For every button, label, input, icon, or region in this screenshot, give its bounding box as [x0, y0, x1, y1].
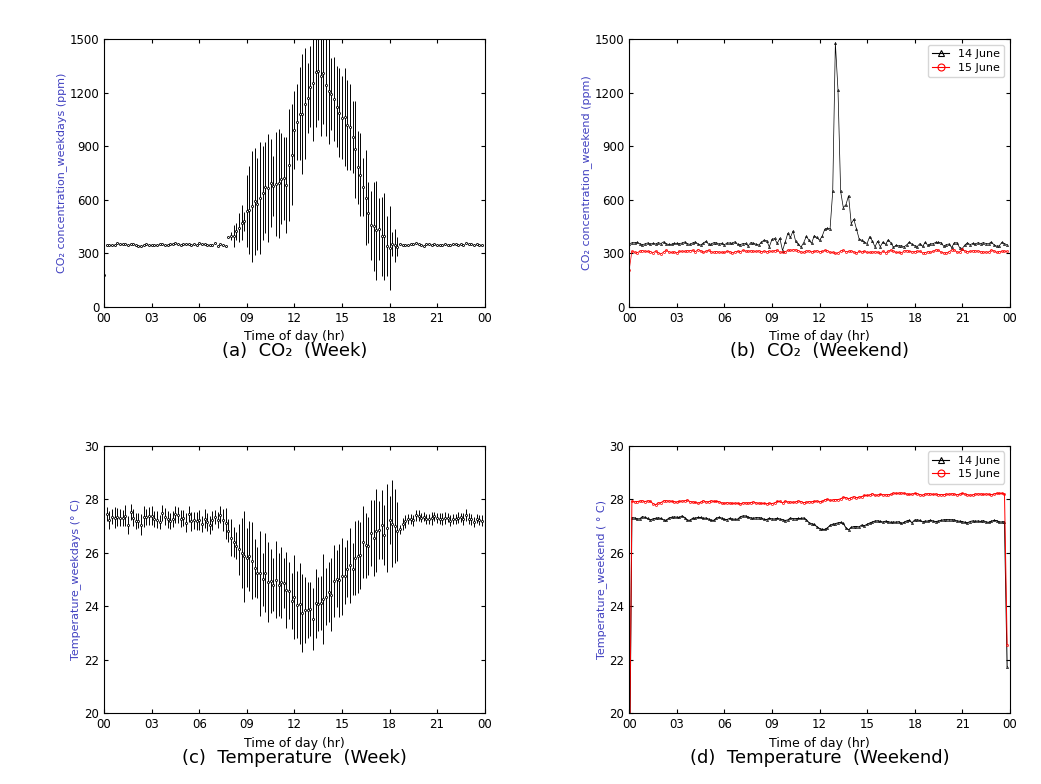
X-axis label: Time of day (hr): Time of day (hr): [244, 330, 345, 343]
Text: (a)  CO₂  (Week): (a) CO₂ (Week): [222, 342, 367, 360]
X-axis label: Time of day (hr): Time of day (hr): [769, 330, 870, 343]
Legend: 14 June, 15 June: 14 June, 15 June: [928, 452, 1005, 484]
X-axis label: Time of day (hr): Time of day (hr): [244, 737, 345, 750]
Y-axis label: CO₂ concentration_weekend (ppm): CO₂ concentration_weekend (ppm): [581, 75, 592, 270]
Text: (b)  CO₂  (Weekend): (b) CO₂ (Weekend): [730, 342, 909, 360]
X-axis label: Time of day (hr): Time of day (hr): [769, 737, 870, 750]
Text: (c)  Temperature  (Week): (c) Temperature (Week): [182, 749, 407, 767]
Y-axis label: Temperature_weekdays (° C): Temperature_weekdays (° C): [71, 499, 81, 660]
Legend: 14 June, 15 June: 14 June, 15 June: [928, 45, 1005, 77]
Y-axis label: Temperature_weekend ( ° C): Temperature_weekend ( ° C): [595, 500, 607, 659]
Text: (d)  Temperature  (Weekend): (d) Temperature (Weekend): [690, 749, 949, 767]
Y-axis label: CO₂ concentration_weekdays (ppm): CO₂ concentration_weekdays (ppm): [56, 73, 67, 273]
